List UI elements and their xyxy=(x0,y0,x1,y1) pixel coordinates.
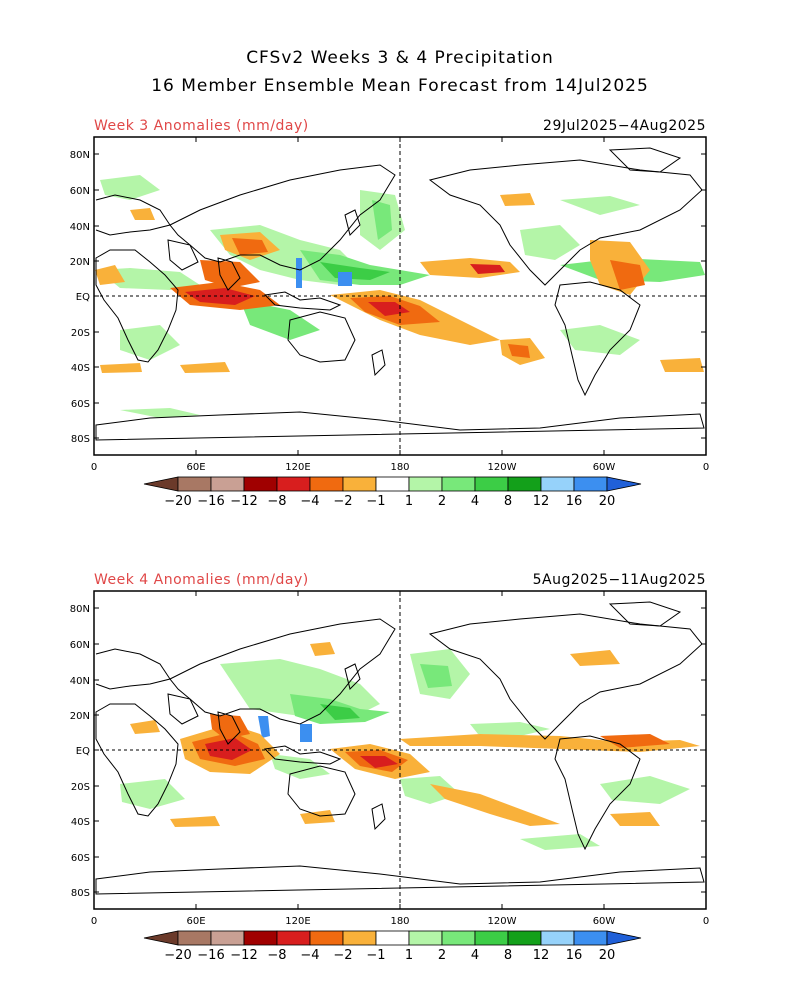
week4-lat-label: EQ xyxy=(76,746,90,757)
week4-colorbar-segment xyxy=(342,930,377,946)
week3-lon-label: 60W xyxy=(593,462,616,473)
week4-colorbar-label: 20 xyxy=(599,948,616,963)
week4-lon-label: 0 xyxy=(703,916,709,927)
week4-lat-label: 60N xyxy=(70,640,90,651)
week4-colorbar-segment xyxy=(507,930,542,946)
week4-colorbar-label: 16 xyxy=(566,948,583,963)
week4-colorbar-label: 12 xyxy=(533,948,550,963)
week3-colorbar-label: 16 xyxy=(566,494,583,509)
week3-colorbar-label: −20 xyxy=(164,494,191,509)
week3-lat-label: 40S xyxy=(71,363,90,374)
week4-colorbar-label: −16 xyxy=(197,948,224,963)
week4-colorbar-label: 4 xyxy=(471,948,479,963)
week4-colorbar-label: 8 xyxy=(504,948,512,963)
week3-lat-label: EQ xyxy=(76,292,90,303)
week4-colorbar-label: −12 xyxy=(230,948,257,963)
week4-lat-label: 60S xyxy=(71,853,90,864)
figure-title-line2: 16 Member Ensemble Mean Forecast from 14… xyxy=(151,76,649,96)
week3-colorbar-label: 12 xyxy=(533,494,550,509)
week3-colorbar-label: 1 xyxy=(405,494,413,509)
week4-lon-label: 120E xyxy=(285,916,310,927)
week3-lon-label: 180 xyxy=(390,462,409,473)
week4-lat-label: 20S xyxy=(71,782,90,793)
week3-dates: 29Jul2025−4Aug2025 xyxy=(543,118,706,134)
week4-lat-label: 40N xyxy=(70,676,90,687)
week4-label: Week 4 Anomalies (mm/day) xyxy=(94,572,309,588)
week4-lon-label: 0 xyxy=(91,916,97,927)
week3-lon-label: 0 xyxy=(703,462,709,473)
week4-colorbar-segment xyxy=(474,930,509,946)
week4-colorbar-arrow-left xyxy=(143,930,179,946)
week3-colorbar-label: −1 xyxy=(366,494,385,509)
week3-lat-label: 80S xyxy=(71,434,90,445)
week4-colorbar-segment xyxy=(276,930,311,946)
figure-title-line1: CFSv2 Weeks 3 & 4 Precipitation xyxy=(246,48,554,68)
week4-colorbar-segment xyxy=(243,930,278,946)
week4-colorbar-segment xyxy=(375,930,410,946)
week4-colorbar-arrow-right xyxy=(606,930,642,946)
week3-colorbar-label: 8 xyxy=(504,494,512,509)
week4-colorbar-label: −8 xyxy=(267,948,286,963)
week4-colorbar-label: −4 xyxy=(300,948,319,963)
week3-colorbar-label: 4 xyxy=(471,494,479,509)
week3-lat-label: 20S xyxy=(71,328,90,339)
week3-lon-label: 60E xyxy=(186,462,205,473)
week3-lat-label: 60N xyxy=(70,186,90,197)
week3-colorbar-label: −12 xyxy=(230,494,257,509)
week3-colorbar-label: −8 xyxy=(267,494,286,509)
week4-lat-label: 20N xyxy=(70,711,90,722)
week3-lat-label: 80N xyxy=(70,150,90,161)
week3-colorbar-arrow-right xyxy=(606,476,642,492)
week4-coastlines xyxy=(95,601,705,895)
week3-colorbar-label: −2 xyxy=(333,494,352,509)
week4-colorbar-segment xyxy=(309,930,344,946)
week3-colorbar-label: 2 xyxy=(438,494,446,509)
week3-lon-label: 0 xyxy=(91,462,97,473)
week4-colorbar-segment xyxy=(540,930,575,946)
week3-label: Week 3 Anomalies (mm/day) xyxy=(94,118,309,134)
week4-lat-label: 80N xyxy=(70,604,90,615)
week4-dates: 5Aug2025−11Aug2025 xyxy=(532,572,706,588)
week4-colorbar-label: −2 xyxy=(333,948,352,963)
week3-colorbar-label: −16 xyxy=(197,494,224,509)
week4-lon-label: 60E xyxy=(186,916,205,927)
week4-colorbar-label: 1 xyxy=(405,948,413,963)
week4-colorbar-segment xyxy=(177,930,212,946)
week4-colorbar-segment xyxy=(573,930,608,946)
week3-colorbar-label: −4 xyxy=(300,494,319,509)
week4-lon-label: 120W xyxy=(488,916,517,927)
week4-colorbar-label: −20 xyxy=(164,948,191,963)
week4-colorbar-segment xyxy=(408,930,443,946)
week3-lat-label: 60S xyxy=(71,399,90,410)
week4-colorbar-label: −1 xyxy=(366,948,385,963)
week4-lat-label: 80S xyxy=(71,888,90,899)
week3-lon-label: 120E xyxy=(285,462,310,473)
week4-anomaly-field xyxy=(120,642,700,850)
week3-lon-label: 120W xyxy=(488,462,517,473)
week4-colorbar-segment xyxy=(441,930,476,946)
week4-lon-label: 180 xyxy=(390,916,409,927)
week4-colorbar-segment xyxy=(210,930,245,946)
week3-lat-label: 20N xyxy=(70,257,90,268)
week3-coastlines xyxy=(95,147,705,441)
week3-lat-label: 40N xyxy=(70,222,90,233)
week4-lon-label: 60W xyxy=(593,916,616,927)
week4-colorbar-label: 2 xyxy=(438,948,446,963)
week3-colorbar-label: 20 xyxy=(599,494,616,509)
week4-lat-label: 40S xyxy=(71,817,90,828)
